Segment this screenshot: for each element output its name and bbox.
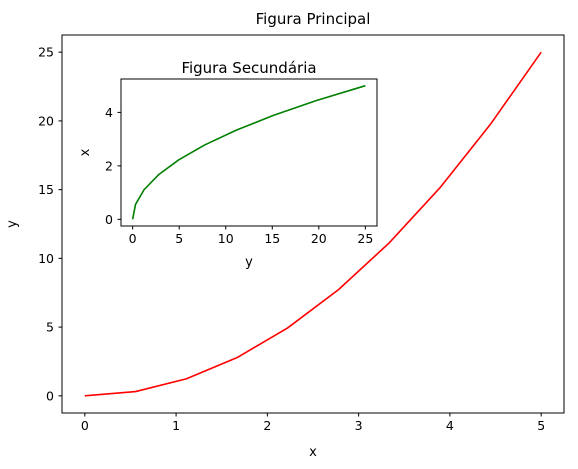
main-y-tick-label: 10 (38, 251, 54, 266)
inset-x-tick-label: 15 (264, 231, 280, 246)
main-x-axis-label: x (309, 445, 317, 460)
inset-background (121, 79, 377, 226)
inset-y-tick-label: 0 (105, 212, 113, 227)
inset-y-axis-label: x (78, 148, 93, 156)
inset-y-tick-label: 4 (105, 105, 113, 120)
inset-plot-frame (120, 78, 378, 227)
main-y-tick-label: 5 (46, 320, 54, 335)
main-y-tick-label: 15 (38, 182, 54, 197)
main-y-tick-label: 20 (38, 113, 54, 128)
main-x-tick-label: 0 (81, 418, 89, 433)
inset-x-tick-label: 0 (129, 231, 137, 246)
main-x-tick-label: 3 (355, 418, 363, 433)
main-x-tick-label: 1 (172, 418, 180, 433)
inset-x-axis-label: y (245, 255, 253, 270)
main-y-axis-label: y (5, 220, 20, 228)
inset-x-tick-label: 25 (357, 231, 373, 246)
main-plot-frame (61, 34, 565, 414)
inset-x-ticks: 0 5 10 15 20 25 (129, 226, 373, 246)
inset-x-tick-label: 5 (175, 231, 183, 246)
inset-y-tick-label: 2 (105, 158, 113, 173)
inset-axes: 0 5 10 15 20 25 0 2 4 Figura Secundária y x (78, 59, 378, 270)
main-x-ticks: 0 1 2 3 4 5 (81, 413, 545, 433)
inset-x-tick-label: 20 (311, 231, 327, 246)
main-series (84, 51, 542, 397)
main-y-tick-label: 25 (38, 45, 54, 60)
main-series-line (84, 51, 542, 397)
main-chart-title: Figura Principal (256, 10, 371, 28)
inset-chart-title: Figura Secundária (181, 59, 316, 77)
main-x-tick-label: 5 (537, 418, 545, 433)
main-y-tick-label: 0 (46, 388, 54, 403)
inset-x-tick-label: 10 (218, 231, 234, 246)
inset-y-ticks: 0 2 4 (105, 105, 121, 227)
main-y-ticks: 0 5 10 15 20 25 (38, 45, 62, 403)
inset-series-line (131, 84, 366, 220)
main-x-tick-label: 2 (263, 418, 271, 433)
main-x-tick-label: 4 (446, 418, 454, 433)
inset-series (131, 84, 366, 220)
